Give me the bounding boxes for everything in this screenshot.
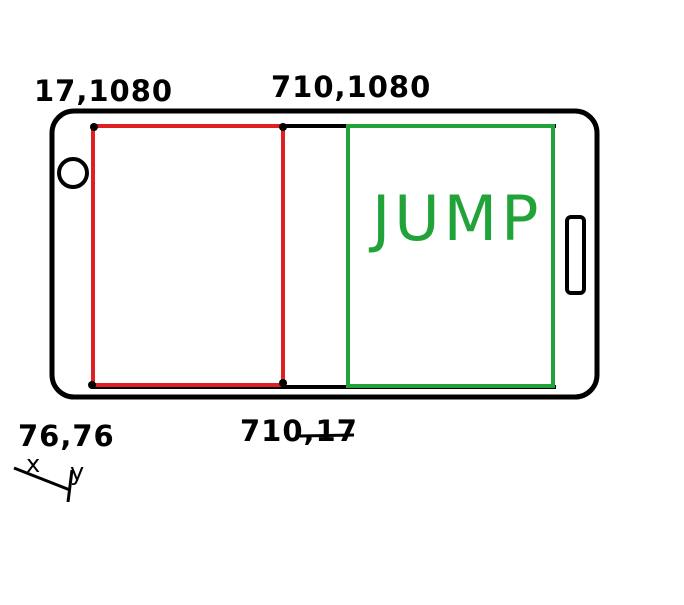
axis-arrow-stroke <box>13 466 74 503</box>
left-touch-zone <box>91 124 285 387</box>
phone-outline <box>49 108 600 400</box>
corner-dot-bottom-middle <box>279 379 287 387</box>
axis-label-y: y <box>70 458 84 486</box>
label-top-middle: 710,1080 <box>271 70 431 104</box>
jump-label: JUMP <box>368 182 543 255</box>
circle-button-icon <box>57 157 89 189</box>
corner-dot-bottom-left <box>88 381 96 389</box>
label-bottom-middle: 710,17 <box>240 414 358 448</box>
corner-dot-top-left <box>90 123 98 131</box>
rounded-rect-button-icon <box>565 215 586 295</box>
label-top-left: 17,1080 <box>34 74 173 108</box>
jump-touch-zone <box>346 124 555 388</box>
label-underline <box>299 433 355 438</box>
label-bottom-left: 76,76 <box>18 419 115 453</box>
axis-label-x: x <box>26 450 40 478</box>
corner-dot-top-middle <box>279 123 287 131</box>
